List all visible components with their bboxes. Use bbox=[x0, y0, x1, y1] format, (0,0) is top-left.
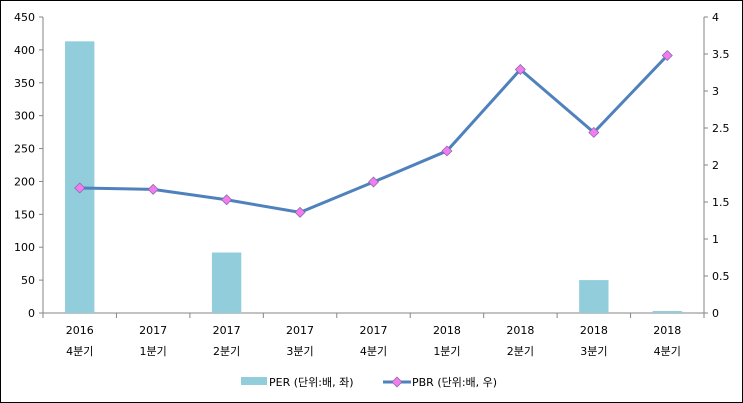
x-tick-label-quarter: 2분기 bbox=[213, 345, 240, 358]
pbr-marker bbox=[74, 182, 86, 194]
right-tick-label: 0.5 bbox=[712, 270, 730, 283]
left-tick-label: 300 bbox=[14, 110, 35, 123]
x-tick-label-year: 2018 bbox=[433, 324, 461, 337]
right-tick-label: 1 bbox=[712, 233, 719, 246]
left-tick-label: 350 bbox=[14, 77, 35, 90]
left-tick-label: 400 bbox=[14, 44, 35, 57]
pbr-line bbox=[79, 54, 669, 214]
right-tick-label: 4 bbox=[712, 11, 719, 24]
pbr-marker bbox=[661, 49, 673, 61]
pbr-marker bbox=[588, 126, 600, 138]
x-tick-label-quarter: 4분기 bbox=[654, 345, 681, 358]
x-tick-label-year: 2017 bbox=[139, 324, 167, 337]
left-tick-label: 100 bbox=[14, 241, 35, 254]
legend-pbr-label: PBR (단위:배, 우) bbox=[412, 376, 497, 389]
legend-pbr-marker bbox=[391, 376, 403, 388]
left-tick-label: 450 bbox=[14, 11, 35, 24]
per-bar bbox=[65, 41, 95, 314]
x-tick-label-year: 2016 bbox=[66, 324, 94, 337]
x-tick-label-year: 2017 bbox=[213, 324, 241, 337]
pbr-marker bbox=[294, 206, 306, 218]
left-tick-label: 200 bbox=[14, 175, 35, 188]
left-tick-label: 250 bbox=[14, 143, 35, 156]
x-tick-label-quarter: 1분기 bbox=[433, 345, 460, 358]
x-tick-label-year: 2017 bbox=[286, 324, 314, 337]
right-tick-label: 3.5 bbox=[712, 48, 730, 61]
legend-per-swatch bbox=[241, 377, 267, 385]
per-bar bbox=[652, 311, 682, 313]
x-tick-label-quarter: 4분기 bbox=[66, 345, 93, 358]
x-tick-label-quarter: 2분기 bbox=[507, 345, 534, 358]
x-tick-label-year: 2018 bbox=[506, 324, 534, 337]
x-tick-label-quarter: 3분기 bbox=[580, 345, 607, 358]
right-tick-label: 2.5 bbox=[712, 122, 730, 135]
pbr-marker bbox=[514, 64, 526, 76]
x-tick-label-year: 2018 bbox=[653, 324, 681, 337]
left-tick-label: 50 bbox=[21, 274, 35, 287]
pbr-marker bbox=[147, 183, 159, 195]
legend-per-label: PER (단위:배, 좌) bbox=[269, 376, 354, 389]
per-bar bbox=[211, 252, 242, 313]
x-tick-label-year: 2017 bbox=[360, 324, 388, 337]
left-tick-label: 150 bbox=[14, 208, 35, 221]
left-tick-label: 0 bbox=[28, 307, 35, 320]
pbr-marker bbox=[441, 145, 453, 157]
right-tick-label: 3 bbox=[712, 85, 719, 98]
right-tick-label: 0 bbox=[712, 307, 719, 320]
per-bar bbox=[579, 280, 609, 313]
x-tick-label-quarter: 3분기 bbox=[286, 345, 313, 358]
x-tick-label-year: 2018 bbox=[580, 324, 608, 337]
pbr-marker bbox=[368, 176, 379, 188]
right-tick-label: 1.5 bbox=[712, 196, 730, 209]
x-tick-label-quarter: 4분기 bbox=[360, 345, 387, 358]
pbr-marker bbox=[221, 194, 233, 206]
x-tick-label-quarter: 1분기 bbox=[140, 345, 167, 358]
right-tick-label: 2 bbox=[712, 159, 719, 172]
